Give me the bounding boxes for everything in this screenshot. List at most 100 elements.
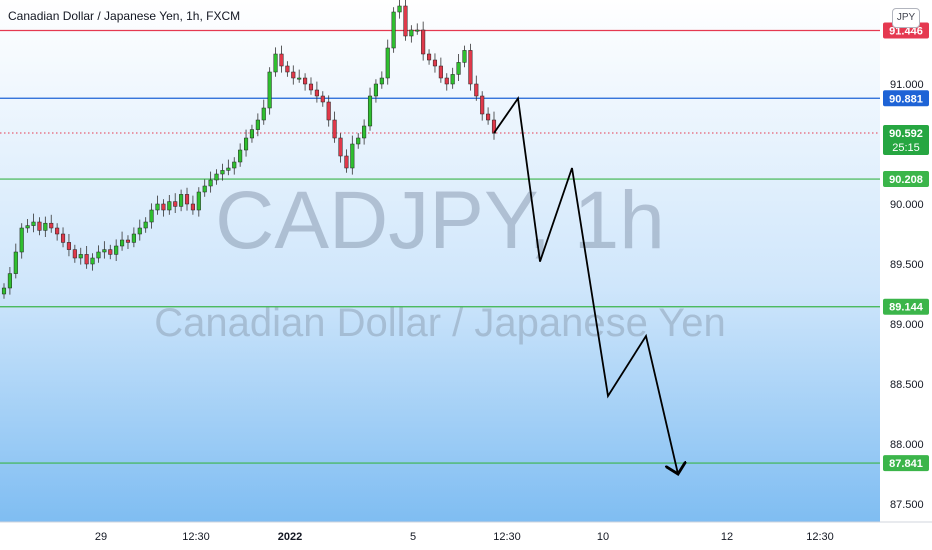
candle	[202, 179, 207, 197]
candle	[49, 214, 54, 233]
candle-body	[167, 201, 172, 211]
candle	[427, 49, 432, 65]
candle-body	[31, 221, 36, 226]
y-tick-label-2: 89.500	[890, 259, 924, 271]
candle	[279, 45, 284, 73]
candle-body	[243, 137, 249, 151]
candle-body	[444, 77, 449, 85]
level-price-label-2-bg	[883, 171, 929, 188]
current-price-label-text: 90.592	[889, 128, 923, 140]
candle	[291, 65, 296, 85]
candle-body	[474, 83, 479, 97]
candle	[149, 203, 154, 229]
x-tick-label-5: 10	[597, 531, 609, 543]
candle	[243, 129, 249, 157]
candle	[37, 217, 42, 236]
candle	[385, 39, 390, 85]
candle-body	[232, 161, 237, 169]
x-tick-label-3: 5	[410, 531, 416, 543]
candle-body	[326, 101, 331, 121]
candle-body	[108, 249, 113, 255]
candle-body	[37, 221, 42, 231]
candle-body	[261, 107, 266, 121]
x-tick-label-1: 12:30	[182, 531, 210, 543]
level-price-label-4-bg	[883, 455, 929, 472]
candle	[367, 87, 373, 131]
candle	[220, 163, 225, 181]
candle	[72, 244, 77, 263]
candle-body	[367, 95, 373, 127]
level-price-label-3-bg	[883, 298, 929, 315]
y-tick-label-4: 88.500	[890, 379, 924, 391]
candle-body	[84, 254, 89, 265]
candle	[326, 95, 331, 127]
candle-body	[72, 249, 77, 259]
candle-body	[356, 137, 361, 145]
candle-body	[202, 185, 207, 193]
horizontal-levels	[0, 29, 880, 464]
candle-body	[362, 125, 367, 139]
candle-body	[143, 221, 148, 229]
candle-body	[220, 170, 225, 175]
time-axis-ticks: 29 12:30 2022 5 12:30 10 12 12:30	[95, 531, 834, 543]
candle-body	[238, 149, 243, 163]
candle-body	[78, 254, 83, 259]
chart-title: Canadian Dollar / Japanese Yen, 1h, FXCM	[8, 9, 241, 23]
candle	[338, 133, 343, 163]
x-tick-label-6: 12	[721, 531, 733, 543]
candle-body	[49, 222, 54, 229]
candle	[43, 216, 48, 237]
candle	[273, 47, 278, 77]
projection-line[interactable]	[493, 95, 678, 474]
candle	[143, 217, 148, 233]
candle	[60, 227, 66, 248]
candle	[13, 243, 18, 279]
candle-body	[214, 173, 219, 181]
candle	[362, 119, 367, 145]
y-tick-label-6: 87.500	[890, 499, 924, 511]
candle	[96, 245, 101, 263]
candle-body	[421, 29, 426, 55]
candle-body	[303, 77, 308, 85]
candle	[474, 75, 479, 101]
candle-body	[226, 167, 231, 171]
candle-body	[249, 129, 255, 139]
current-price-label-countdown: 25:15	[892, 142, 920, 154]
candle-body	[491, 119, 497, 134]
candle-body	[149, 209, 154, 223]
candle-body	[173, 201, 178, 207]
candle-body	[267, 71, 272, 109]
time-axis-background	[0, 522, 932, 550]
currency-button[interactable]: JPY	[892, 8, 920, 28]
candle	[184, 187, 190, 211]
candle-body	[55, 227, 60, 235]
candle	[155, 195, 160, 215]
candle-body	[273, 53, 278, 73]
candle	[344, 149, 349, 173]
candle-body	[344, 155, 349, 169]
candle-body	[480, 95, 485, 115]
candle-body	[409, 29, 414, 37]
level-price-label-2: 90.208	[883, 171, 929, 188]
candle-body	[385, 47, 390, 79]
candle	[238, 143, 243, 167]
candle-body	[320, 95, 325, 103]
candle-body	[350, 143, 355, 169]
price-axis-ticks: 91.000 90.000 89.500 89.000 88.500 88.000 87.5…	[890, 79, 924, 511]
y-tick-label-0: 91.000	[890, 79, 924, 91]
watermark-description: Canadian Dollar / Japanese Yen	[154, 301, 726, 345]
candle	[303, 73, 308, 91]
candle	[108, 244, 113, 260]
level-price-label-1-text: 90.881	[889, 93, 923, 105]
candle-body	[60, 233, 66, 243]
candle-body	[468, 50, 473, 85]
candle-body	[462, 50, 467, 63]
candle	[84, 246, 89, 269]
candle-body	[432, 59, 438, 67]
level-price-label-1: 90.881	[883, 90, 929, 107]
candle	[468, 43, 473, 91]
level-price-label-2-text: 90.208	[889, 174, 923, 186]
candle-body	[190, 203, 195, 211]
